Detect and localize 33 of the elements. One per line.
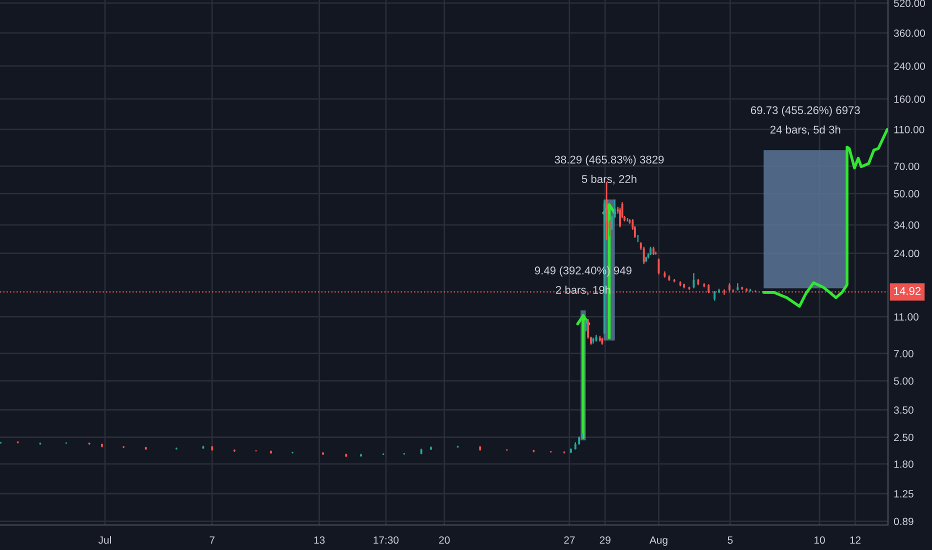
- annotation: 69.73 (455.26%) 6973: [750, 106, 860, 116]
- x-tick-label: 13: [314, 536, 325, 544]
- annotation: 5 bars, 22h: [582, 174, 636, 184]
- x-tick-label: 10: [814, 536, 825, 544]
- y-tick-label: 5.00: [894, 377, 914, 385]
- x-tick-label: Jul: [98, 536, 111, 544]
- x-tick-label: 27: [564, 536, 575, 544]
- y-tick-label: 2.50: [894, 434, 914, 442]
- y-tick-label: 1.25: [894, 490, 914, 498]
- x-tick-label: 20: [439, 536, 450, 544]
- annotation: 24 bars, 5d 3h: [770, 125, 840, 135]
- y-tick-label: 7.00: [894, 350, 914, 358]
- y-tick-label: 24.00: [894, 250, 920, 258]
- y-tick-label: 160.00: [894, 95, 926, 103]
- y-tick-label: 3.50: [894, 406, 914, 414]
- y-tick-label: 70.00: [894, 162, 920, 170]
- y-tick-label: 360.00: [894, 29, 926, 37]
- y-tick-label: 0.89: [894, 518, 914, 526]
- annotation: 38.29 (465.83%) 3829: [554, 155, 664, 166]
- y-tick-label: 520.00: [894, 0, 926, 7]
- y-tick-label: 11.00: [894, 313, 918, 321]
- x-tick-label: 5: [728, 536, 733, 544]
- x-tick-label: Aug: [649, 536, 668, 546]
- x-tick-label: 17:30: [374, 536, 399, 544]
- y-tick-label: 240.00: [894, 62, 926, 70]
- ref-line-label: 14.92: [894, 287, 921, 295]
- y-tick-label: 110.00: [894, 126, 924, 134]
- y-tick-label: 34.00: [894, 221, 920, 229]
- x-tick-label: 7: [210, 536, 215, 544]
- x-tick-label: 29: [600, 536, 610, 544]
- x-tick-label: 12: [850, 536, 861, 544]
- y-tick-label: 1.80: [894, 460, 914, 468]
- y-tick-label: 50.00: [894, 190, 920, 198]
